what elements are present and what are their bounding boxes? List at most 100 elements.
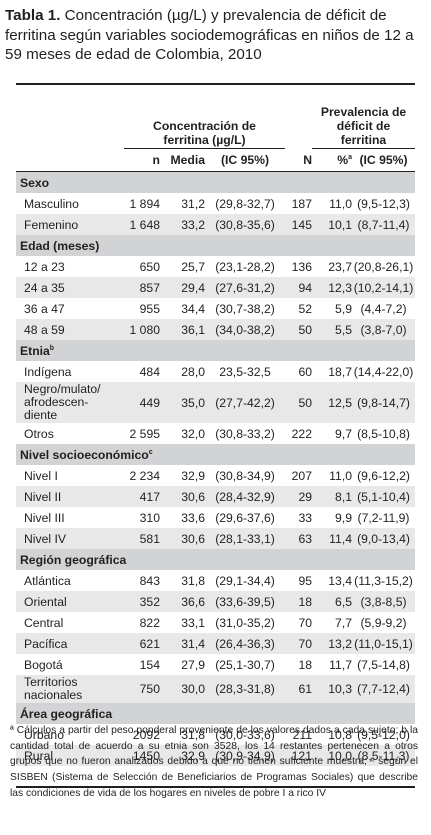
row-label: Femenino xyxy=(16,214,124,235)
section-header: Etniab xyxy=(16,340,415,361)
table-row: Territorios nacionales 750 30,0 (28,3-31,8)… xyxy=(16,675,415,703)
col-header-ic95: (IC 95%) xyxy=(220,153,270,167)
cell-ic95-prevalence: (3,8-7,0) xyxy=(352,319,415,340)
cell-media: 33,2 xyxy=(160,214,205,235)
cell-N: 70 xyxy=(285,612,312,633)
cell-n: 352 xyxy=(124,591,160,612)
cell-percent: 11,0 xyxy=(312,465,352,486)
cell-n: 621 xyxy=(124,633,160,654)
cell-media: 30,6 xyxy=(160,528,205,549)
section-title: Sexo xyxy=(20,175,50,190)
group-header-row: Concentración de ferritina (µg/L) Preval… xyxy=(16,105,415,149)
table-row: Rural 1450 32,9 (30,9-34,9) 121 10,0 (8,5-11,3… xyxy=(16,745,415,766)
section-title: Nivel socioeconómico xyxy=(20,447,149,462)
cell-ic95-prevalence: (7,5-14,8) xyxy=(352,654,415,675)
cell-N: 222 xyxy=(285,423,312,444)
cell-percent: 10,1 xyxy=(312,214,352,235)
cell-n: 1 648 xyxy=(124,214,160,235)
cell-media: 33,1 xyxy=(160,612,205,633)
cell-media: 32,9 xyxy=(160,745,205,766)
cell-percent: 10,3 xyxy=(312,675,352,703)
section-header: Región geográfica xyxy=(16,549,415,570)
cell-N: 61 xyxy=(285,675,312,703)
cell-n: 822 xyxy=(124,612,160,633)
section-title: Área geográfica xyxy=(20,706,113,721)
row-label: Territorios nacionales xyxy=(16,675,124,703)
cell-percent: 8,1 xyxy=(312,486,352,507)
table-title: Concentración (µg/L) y prevalencia de dé… xyxy=(5,7,414,63)
cell-n: 2 595 xyxy=(124,423,160,444)
cell-N: 95 xyxy=(285,570,312,591)
cell-n: 449 xyxy=(124,382,160,423)
cell-ic95-prevalence: (20,8-26,1) xyxy=(352,256,415,277)
cell-ic95-prevalence: (8,5-11,3) xyxy=(352,745,415,766)
table-row: Otros 2 595 32,0 (30,8-33,2) 222 9,7 (8,5-10,8… xyxy=(16,423,415,444)
cell-N: 187 xyxy=(285,193,312,214)
table-caption: Tabla 1. Concentración (µg/L) y prevalen… xyxy=(5,6,425,65)
cell-media: 25,7 xyxy=(160,256,205,277)
cell-ic95-prevalence: (3,8-8,5) xyxy=(352,591,415,612)
cell-ic95: (26,4-36,3) xyxy=(205,633,285,654)
cell-media: 36,1 xyxy=(160,319,205,340)
table-row: Nivel II 417 30,6 (28,4-32,9) 29 8,1 (5,1-10,4… xyxy=(16,486,415,507)
table-row: Masculino 1 894 31,2 (29,8-32,7) 187 11,0 (9,5… xyxy=(16,193,415,214)
cell-ic95-prevalence: (8,5-10,8) xyxy=(352,423,415,444)
cell-percent: 12,3 xyxy=(312,277,352,298)
cell-ic95-prevalence: (11,3-15,2) xyxy=(352,570,415,591)
cell-percent: 13,2 xyxy=(312,633,352,654)
table-row: Bogotá 154 27,9 (25,1-30,7) 18 11,7 (7,5-14,8) xyxy=(16,654,415,675)
cell-N: 18 xyxy=(285,654,312,675)
col-header-n: n xyxy=(152,153,160,167)
cell-ic95-prevalence: (7,7-12,4) xyxy=(352,675,415,703)
cell-N: 207 xyxy=(285,465,312,486)
cell-N: 145 xyxy=(285,214,312,235)
cell-percent: 7,7 xyxy=(312,612,352,633)
cell-N: 94 xyxy=(285,277,312,298)
cell-media: 31,4 xyxy=(160,633,205,654)
cell-percent: 12,5 xyxy=(312,382,352,423)
cell-n: 581 xyxy=(124,528,160,549)
section-title: Etnia xyxy=(20,343,50,358)
cell-ic95-prevalence: (8,7-11,4) xyxy=(352,214,415,235)
cell-N: 121 xyxy=(285,745,312,766)
table-row: Nivel IV 581 30,6 (28,1-33,1) 63 11,4 (9,0-13,… xyxy=(16,528,415,549)
top-rule xyxy=(16,83,415,105)
cell-N: 18 xyxy=(285,591,312,612)
group-header-concentration: Concentración de ferritina (µg/L) xyxy=(124,105,285,149)
cell-ic95-prevalence: (9,5-12,0) xyxy=(352,724,415,745)
cell-media: 32,0 xyxy=(160,423,205,444)
col-header-media: Media xyxy=(170,153,205,167)
cell-ic95: (30,8-34,9) xyxy=(205,465,285,486)
section-title: Edad (meses) xyxy=(20,238,100,253)
cell-ic95: (30,7-38,2) xyxy=(205,298,285,319)
cell-N: 60 xyxy=(285,361,312,382)
cell-ic95: (30,9-34,9) xyxy=(205,745,285,766)
cell-ic95-prevalence: (11,0-15,1) xyxy=(352,633,415,654)
col-header-percent: %a xyxy=(337,153,352,167)
cell-percent: 10,0 xyxy=(312,745,352,766)
cell-n: 310 xyxy=(124,507,160,528)
table-row: Femenino 1 648 33,2 (30,8-35,6) 145 10,1 (8,7-… xyxy=(16,214,415,235)
cell-n: 154 xyxy=(124,654,160,675)
cell-media: 33,6 xyxy=(160,507,205,528)
column-header-row: n Media (IC 95%) N %a (IC 95%) xyxy=(16,149,415,172)
cell-ic95: 23,5-32,5 xyxy=(205,361,285,382)
cell-n: 1 894 xyxy=(124,193,160,214)
cell-percent: 23,7 xyxy=(312,256,352,277)
cell-ic95-prevalence: (5,9-9,2) xyxy=(352,612,415,633)
row-label: Nivel II xyxy=(16,486,124,507)
row-label: 48 a 59 xyxy=(16,319,124,340)
group-header-prevalence: Prevalencia de déficit de ferritina xyxy=(312,105,415,149)
cell-ic95: (29,6-37,6) xyxy=(205,507,285,528)
row-label: Nivel I xyxy=(16,465,124,486)
cell-percent: 10,8 xyxy=(312,724,352,745)
table-row: Pacífica 621 31,4 (26,4-36,3) 70 13,2 (11,0-15… xyxy=(16,633,415,654)
cell-media: 30,0 xyxy=(160,675,205,703)
section-footnote-marker: b xyxy=(49,344,55,352)
table-label: Tabla 1. xyxy=(5,7,61,24)
cell-media: 35,0 xyxy=(160,382,205,423)
row-label: 36 a 47 xyxy=(16,298,124,319)
cell-media: 32,9 xyxy=(160,465,205,486)
row-label: Indígena xyxy=(16,361,124,382)
table-row: 36 a 47 955 34,4 (30,7-38,2) 52 5,9 (4,4-7,2) xyxy=(16,298,415,319)
